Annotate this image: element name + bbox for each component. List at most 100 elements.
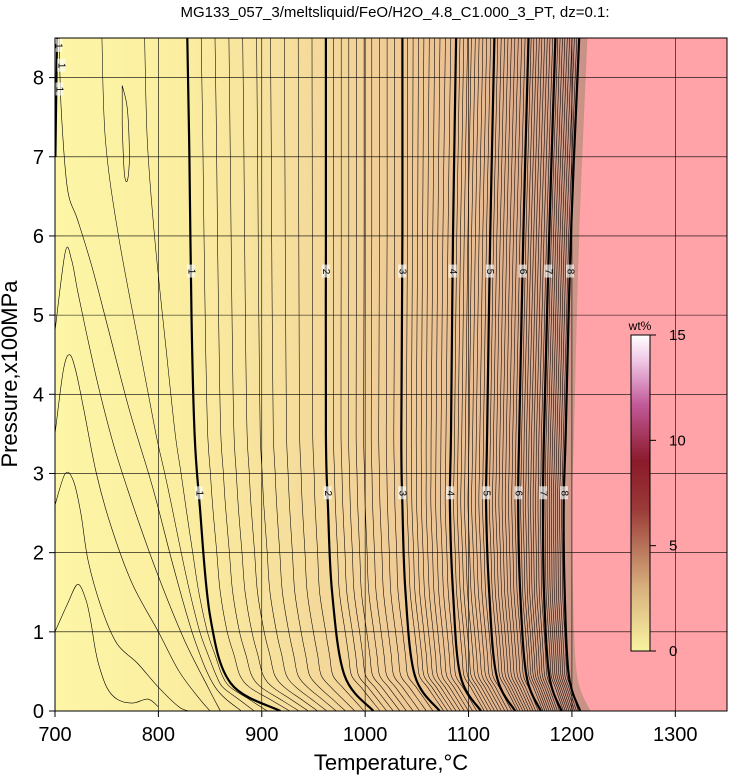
minor-contour: [530, 38, 552, 711]
minor-contour: [284, 38, 346, 711]
minor-contour: [144, 38, 268, 711]
y-tick-label: 8: [33, 68, 44, 90]
plot-frame: [54, 37, 728, 712]
minor-contour: [311, 38, 365, 711]
minor-contour: [501, 38, 529, 711]
minor-contour: [370, 38, 414, 711]
minor-contour: [505, 38, 531, 711]
major-contours: [186, 38, 582, 711]
contour-label-bg: [398, 486, 407, 500]
minor-contour: [548, 38, 568, 711]
x-tick-label: 800: [142, 724, 175, 746]
minor-contour: [406, 38, 444, 711]
y-tick-label: 1: [33, 622, 44, 644]
major-contour: [562, 38, 582, 711]
x-axis-ticks: 700 800 900 1000 1100 1200 1300: [38, 711, 698, 746]
contour-label: 6: [517, 269, 528, 275]
small-contour-loop: [121, 85, 130, 182]
contour-label: 1: [185, 269, 196, 275]
minor-contour: [478, 38, 509, 711]
x-tick-label: 700: [38, 724, 71, 746]
minor-contours: [101, 38, 579, 711]
grid: [55, 38, 727, 711]
low-contour-loops: [55, 38, 242, 711]
colorbar-tick-label: 0: [669, 643, 677, 660]
contour-label: 4: [444, 490, 455, 496]
contour-label: 8: [558, 490, 569, 496]
minor-contour: [527, 38, 550, 711]
minor-contour: [415, 38, 453, 711]
contour-label: 8: [564, 269, 575, 275]
contour-label: 7: [538, 490, 549, 496]
contour-label: 6: [513, 490, 524, 496]
major-contour: [448, 38, 482, 711]
minor-contour: [559, 38, 577, 711]
colorbar-unit: wt%: [628, 319, 652, 333]
contour-label-bg: [194, 486, 203, 500]
minor-contour: [297, 38, 355, 711]
contour-label: 1: [53, 87, 64, 93]
contour-label: 2: [322, 490, 333, 496]
minor-contour: [460, 38, 492, 711]
y-tick-label: 3: [33, 463, 44, 485]
minor-contour: [425, 38, 461, 711]
contour-label: 1: [193, 490, 204, 496]
minor-contour: [540, 38, 560, 711]
minor-contour: [537, 38, 558, 711]
y-axis-ticks: 0 1 2 3 4 5 6 7 8: [33, 68, 55, 723]
contour-label-bg: [398, 264, 407, 278]
colorbar-ticks: 0 5 10 15: [650, 327, 686, 660]
minor-contour: [467, 38, 499, 711]
major-contour: [324, 38, 375, 711]
contour-label-bg: [565, 264, 574, 278]
low-contour-loop: [58, 38, 242, 711]
minor-contour: [488, 38, 518, 711]
contour-label: 3: [397, 490, 408, 496]
x-tick-label: 1300: [653, 724, 698, 746]
contour-label-bg: [518, 264, 527, 278]
x-tick-label: 1000: [343, 724, 388, 746]
colorbar-gradient: [630, 334, 651, 652]
minor-contour: [363, 38, 407, 711]
minor-contour: [333, 38, 381, 711]
minor-contour: [256, 38, 328, 711]
minor-contour: [453, 38, 485, 711]
contour-label-bg: [186, 264, 195, 278]
x-tick-label: 900: [245, 724, 278, 746]
major-contour: [400, 38, 441, 711]
minor-contour: [514, 38, 539, 711]
edge-contour: [55, 38, 59, 157]
minor-contour: [525, 38, 548, 711]
minor-contour: [435, 38, 469, 711]
minor-contour: [214, 38, 300, 711]
minor-contour: [456, 38, 489, 711]
minor-contour: [561, 38, 579, 711]
chart-title: MG133_057_3/meltsliquid/FeO/H2O_4.8_C1.0…: [180, 4, 609, 21]
contour-label: 5: [481, 490, 492, 496]
minor-contour: [270, 38, 337, 711]
contour-label: 4: [447, 269, 458, 275]
contour-label-bg: [323, 486, 332, 500]
minor-contour: [411, 38, 449, 711]
y-tick-label: 7: [33, 147, 44, 169]
x-tick-label: 1200: [550, 724, 595, 746]
minor-contour: [557, 38, 575, 711]
minor-contour: [546, 38, 566, 711]
y-tick-label: 5: [33, 305, 44, 327]
minor-contour: [508, 38, 534, 711]
contour-label: 7: [543, 269, 554, 275]
minor-contour: [553, 38, 572, 711]
minor-contour: [550, 38, 570, 711]
low-contour-loop: [55, 354, 211, 711]
y-tick-label: 0: [33, 701, 44, 723]
minor-contour: [482, 38, 512, 711]
minor-contour: [464, 38, 495, 711]
y-tick-label: 2: [33, 543, 44, 565]
minor-contour: [511, 38, 536, 711]
contour-label-bg: [57, 58, 66, 72]
minor-contour: [492, 38, 521, 711]
low-contour-loop: [55, 246, 221, 711]
major-contour: [517, 38, 542, 711]
contour-label-bg: [539, 486, 548, 500]
